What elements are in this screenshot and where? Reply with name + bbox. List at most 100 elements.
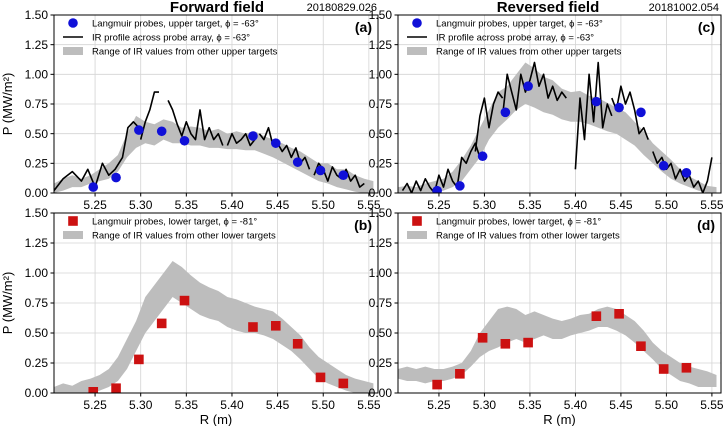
- langmuir-probe-point: [477, 333, 488, 343]
- langmuir-probe-point: [455, 369, 465, 379]
- column-title-left: Forward field: [170, 0, 264, 16]
- x-tick-label: 5.40: [564, 398, 588, 412]
- ir-profile-segment: [226, 132, 256, 147]
- shot-number-right: 20181002.054: [649, 2, 719, 14]
- x-tick-label: 5.25: [83, 398, 107, 412]
- legend: Langmuir probes, lower target, ϕ = -81° R…: [407, 216, 620, 242]
- panel-label: (c): [698, 19, 715, 35]
- langmuir-probe-point: [88, 387, 99, 393]
- y-axis-label: P (MW/m²): [0, 73, 15, 136]
- ir-profile-segment: [139, 91, 159, 140]
- y-tick-label: 0.25: [369, 157, 393, 171]
- langmuir-probe-point: [88, 182, 99, 192]
- legend-square-marker: [412, 216, 422, 226]
- ir-profile-segment: [611, 85, 649, 140]
- x-tick-label: 5.35: [175, 198, 199, 212]
- plot-area: [54, 91, 374, 193]
- y-tick-label: 0.75: [25, 296, 49, 310]
- y-tick-label: 0.00: [25, 186, 49, 200]
- legend-label: Langmuir probes, upper target, ϕ = -63°: [92, 19, 259, 30]
- y-tick-label: 0.75: [369, 97, 393, 111]
- y-tick-label: 0.25: [369, 356, 393, 370]
- x-tick-label: 5.35: [518, 398, 542, 412]
- panel-label: (d): [697, 217, 715, 233]
- langmuir-probe-point: [681, 363, 692, 373]
- panel-a: 5.25 5.30 5.35 5.40 5.45 5.50 5.55 0.00 0.25 0.50…: [0, 8, 381, 212]
- langmuir-probe-point: [591, 96, 602, 107]
- langmuir-probe-point: [179, 295, 190, 306]
- x-tick-label: 5.55: [700, 198, 724, 212]
- legend-label: Range of IR values from other lower targ…: [92, 231, 276, 242]
- langmuir-probe-point: [658, 364, 669, 374]
- legend-label: Langmuir probes, lower target, ϕ = -81°: [436, 217, 601, 228]
- y-tick-label: 0.50: [369, 326, 393, 340]
- y-tick-label: 1.00: [369, 68, 393, 82]
- y-tick-label: 1.25: [25, 236, 49, 250]
- x-tick-label: 5.30: [129, 198, 153, 212]
- x-tick-label: 5.45: [609, 198, 633, 212]
- panel-label: (b): [354, 217, 372, 233]
- langmuir-probe-point: [500, 107, 511, 118]
- y-tick-label: 1.00: [25, 68, 49, 82]
- x-tick-label: 5.50: [655, 398, 679, 412]
- panel-d: 5.25 5.30 5.35 5.40 5.45 5.50 5.55 0.00 0.25 0.50…: [369, 206, 724, 426]
- legend-band-marker: [63, 47, 83, 55]
- langmuir-probe-point: [134, 354, 144, 365]
- langmuir-probe-point: [455, 181, 465, 191]
- plot-area: [398, 306, 717, 390]
- langmuir-probe-point: [614, 309, 624, 319]
- y-tick-label: 1.00: [25, 266, 49, 280]
- langmuir-probe-point: [248, 322, 258, 332]
- x-tick-label: 5.35: [175, 398, 199, 412]
- langmuir-probe-point: [636, 107, 646, 118]
- shot-number-left: 20180829.026: [307, 2, 377, 14]
- x-tick-label: 5.40: [220, 198, 244, 212]
- legend-label: Range of IR values from other lower targ…: [436, 231, 620, 242]
- langmuir-probe-point: [681, 168, 692, 178]
- y-tick-label: 1.50: [25, 8, 49, 22]
- langmuir-probe-point: [248, 131, 258, 141]
- y-tick-label: 1.50: [369, 8, 393, 22]
- y-tick-label: 0.50: [369, 127, 393, 141]
- langmuir-probe-point: [614, 102, 624, 113]
- ir-profile-segment: [574, 61, 613, 170]
- y-tick-label: 0.25: [25, 356, 49, 370]
- legend-band-marker: [63, 231, 83, 239]
- langmuir-probe-point: [315, 165, 326, 176]
- legend: Langmuir probes, upper target, ϕ = -63° I…: [407, 18, 622, 58]
- langmuir-probe-point: [500, 339, 511, 349]
- y-tick-label: 0.50: [25, 127, 49, 141]
- langmuir-probe-point: [292, 339, 303, 349]
- y-tick-label: 0.75: [25, 97, 49, 111]
- langmuir-probe-point: [315, 372, 326, 383]
- x-tick-label: 5.30: [473, 198, 497, 212]
- langmuir-probe-point: [477, 151, 488, 162]
- ir-range-band: [54, 261, 374, 393]
- langmuir-probe-point: [591, 311, 602, 321]
- x-tick-label: 5.25: [83, 198, 107, 212]
- legend-square-marker: [68, 216, 78, 226]
- legend-label: Range of IR values from other upper targ…: [436, 47, 622, 58]
- column-title-right: Reversed field: [497, 0, 600, 16]
- ir-profile-segment: [501, 61, 567, 116]
- plot-area: [398, 61, 717, 193]
- x-tick-label: 5.35: [518, 198, 542, 212]
- ir-range-band: [398, 62, 717, 193]
- langmuir-probe-point: [292, 157, 303, 167]
- x-tick-label: 5.55: [357, 398, 381, 412]
- legend-circle-marker: [412, 18, 422, 28]
- x-axis-label: R (m): [200, 412, 233, 426]
- x-tick-label: 5.30: [473, 398, 497, 412]
- ir-profile-segment: [54, 121, 140, 192]
- legend: Langmuir probes, lower target, ϕ = -81° R…: [63, 216, 276, 242]
- y-tick-label: 0.00: [369, 186, 393, 200]
- langmuir-probe-point: [270, 321, 281, 331]
- legend-label: Range of IR values from other upper targ…: [92, 47, 278, 58]
- ir-range-band: [398, 306, 717, 387]
- y-tick-label: 0.00: [369, 386, 393, 400]
- langmuir-probe-point: [432, 379, 442, 390]
- langmuir-probe-point: [338, 170, 349, 180]
- y-tick-label: 1.25: [369, 38, 393, 52]
- panel-b: 5.25 5.30 5.35 5.40 5.45 5.50 5.55 0.00 0.25 0.50…: [0, 206, 381, 426]
